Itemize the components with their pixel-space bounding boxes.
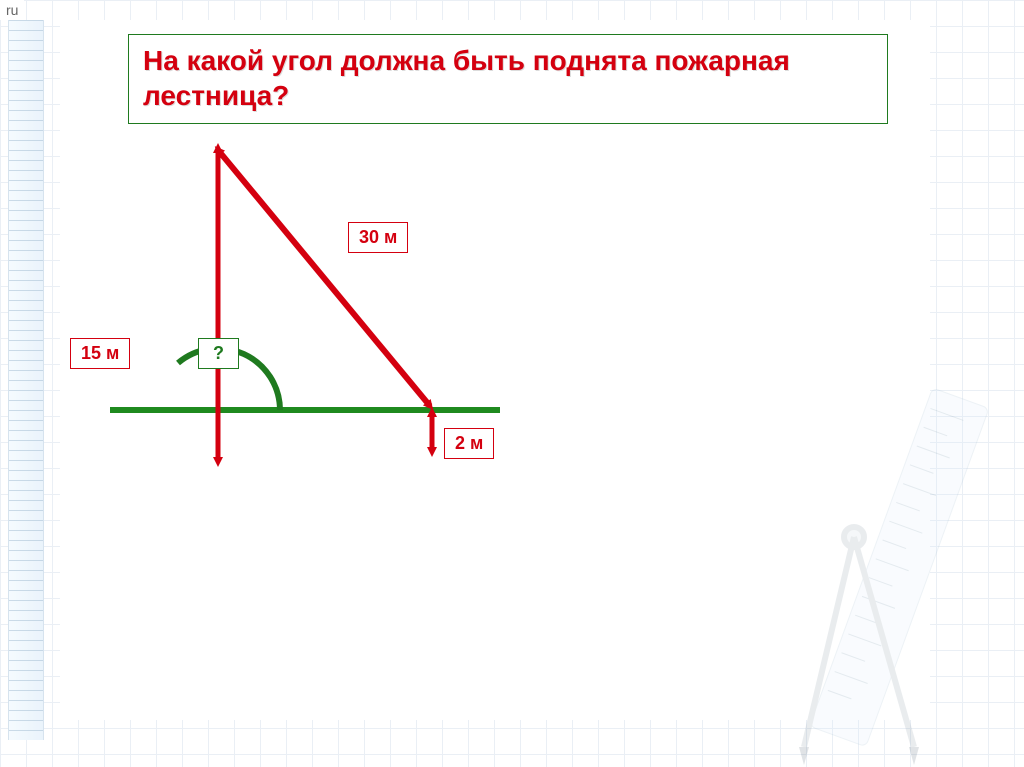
geometry-diagram: 30 м 15 м ? 2 м (70, 130, 590, 530)
label-15m: 15 м (70, 338, 130, 369)
question-title-box: На какой угол должна быть поднята пожарн… (128, 34, 888, 124)
page-root: ru На какой угол должна быть поднята пож… (0, 0, 1024, 767)
corner-language-tag: ru (0, 0, 24, 20)
ladder-hypotenuse-arrow (218, 150, 430, 406)
label-30m: 30 м (348, 222, 408, 253)
diagram-svg (70, 130, 590, 530)
ruler-decoration-left (8, 20, 44, 740)
label-2m: 2 м (444, 428, 494, 459)
question-title-text: На какой угол должна быть поднята пожарн… (143, 43, 873, 113)
label-angle-question: ? (198, 338, 239, 369)
